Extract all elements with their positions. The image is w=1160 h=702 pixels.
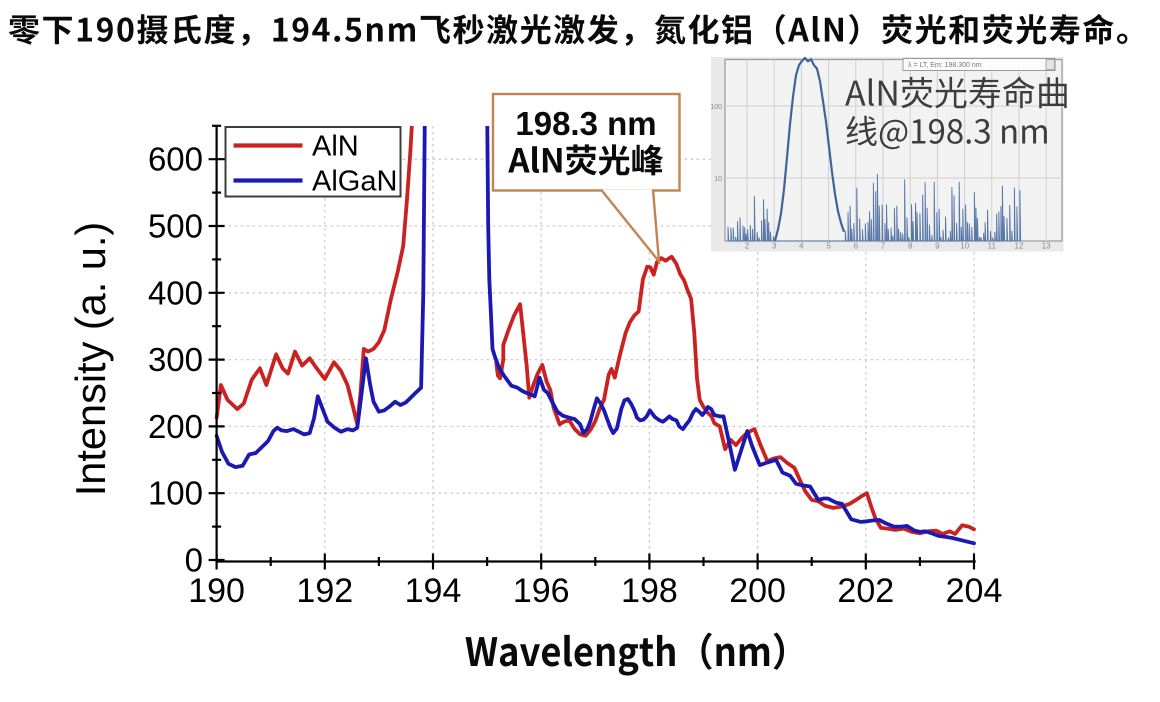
svg-text:202: 202 — [837, 572, 894, 610]
svg-text:2: 2 — [745, 242, 750, 251]
svg-text:13: 13 — [1042, 242, 1051, 251]
svg-text:5: 5 — [826, 242, 831, 251]
svg-text:8: 8 — [908, 242, 913, 251]
svg-text:AlGaN: AlGaN — [312, 166, 397, 198]
svg-text:12: 12 — [1015, 242, 1024, 251]
svg-text:100: 100 — [710, 104, 722, 111]
svg-text:196: 196 — [513, 572, 570, 610]
svg-text:Intensity (a. u.): Intensity (a. u.) — [67, 222, 114, 496]
svg-text:6: 6 — [854, 242, 859, 251]
svg-text:500: 500 — [148, 208, 203, 245]
svg-text:198.3 nm: 198.3 nm — [515, 105, 656, 142]
svg-text:204: 204 — [946, 572, 1003, 610]
svg-text:192: 192 — [296, 572, 353, 610]
svg-text:0: 0 — [185, 542, 203, 579]
svg-text:400: 400 — [148, 274, 203, 311]
svg-text:200: 200 — [148, 408, 203, 445]
svg-text:9: 9 — [935, 242, 940, 251]
svg-text:7: 7 — [881, 242, 886, 251]
svg-text:3: 3 — [772, 242, 777, 251]
svg-text:11: 11 — [988, 242, 997, 251]
svg-text:λ = LT, Em: 198.300 nm: λ = LT, Em: 198.300 nm — [908, 62, 982, 69]
svg-text:190: 190 — [188, 572, 245, 610]
svg-text:194: 194 — [405, 572, 462, 610]
svg-text:10: 10 — [714, 176, 722, 183]
svg-text:300: 300 — [148, 341, 203, 378]
svg-text:100: 100 — [148, 475, 203, 512]
svg-text:198: 198 — [621, 572, 678, 610]
svg-text:10: 10 — [960, 242, 969, 251]
svg-text:600: 600 — [148, 141, 203, 178]
svg-text:200: 200 — [729, 572, 786, 610]
svg-text:4: 4 — [799, 242, 804, 251]
svg-text:AlN: AlN — [312, 131, 359, 163]
